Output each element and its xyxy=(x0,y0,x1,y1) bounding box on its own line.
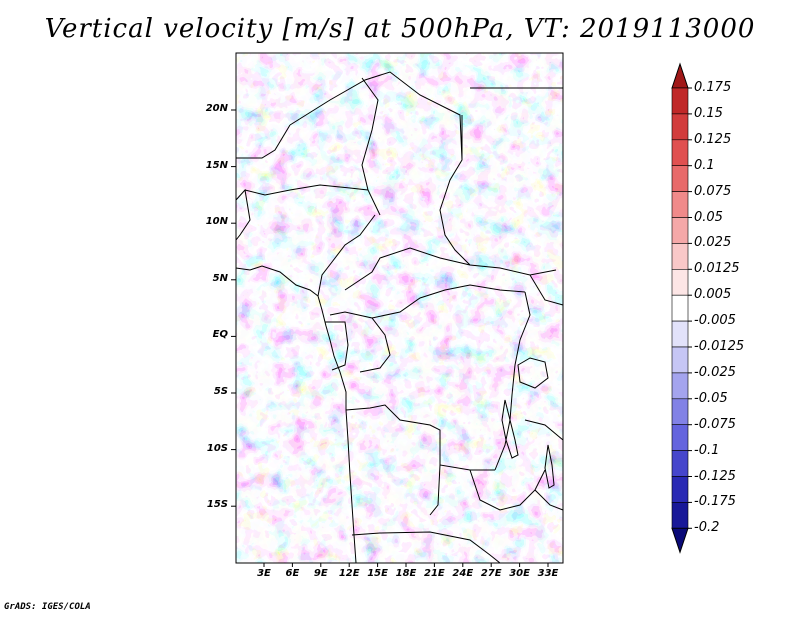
colorbar xyxy=(671,62,692,554)
colorbar-box xyxy=(671,320,689,348)
colorbar-label: -0.2 xyxy=(694,520,720,536)
lake-tanganyika xyxy=(501,399,519,459)
border-niger-chad xyxy=(361,77,381,216)
lon-label: 6E xyxy=(285,568,300,579)
colorbar-label: -0.025 xyxy=(694,364,736,380)
lat-label: 15S xyxy=(206,499,228,511)
colorbar-label: -0.175 xyxy=(694,494,736,510)
border-nigeria xyxy=(244,184,369,196)
border-cameroon-car xyxy=(344,247,471,291)
border-mozambique xyxy=(534,489,564,511)
colorbar-box xyxy=(671,372,689,400)
colorbar-box xyxy=(671,191,689,218)
border-mali-niger xyxy=(236,124,291,159)
lon-label: 15E xyxy=(367,568,388,579)
lon-label: 18E xyxy=(395,568,417,579)
colorbar-box xyxy=(671,450,689,477)
lon-label: 12E xyxy=(338,568,360,579)
longitude-ticks xyxy=(263,563,549,567)
colorbar-label: 0.125 xyxy=(694,131,732,147)
colorbar-box xyxy=(671,165,689,192)
colorbar-label: 0.0125 xyxy=(694,261,740,277)
colorbar-box xyxy=(671,398,689,425)
colorbar-label: -0.005 xyxy=(694,313,736,329)
colorbar-box xyxy=(671,476,689,503)
border-drc-angola xyxy=(345,404,495,471)
colorbar-top-arrow xyxy=(671,62,689,89)
border-congo xyxy=(329,311,391,373)
lon-label: 3E xyxy=(257,568,271,579)
colorbar-label: -0.125 xyxy=(694,468,736,484)
colorbar-label: 0.1 xyxy=(694,157,715,173)
lat-label: 10S xyxy=(206,442,228,454)
colorbar-box xyxy=(671,268,689,296)
colorbar-box xyxy=(671,113,689,141)
colorbar-box xyxy=(671,87,689,115)
border-tanzania xyxy=(524,419,564,441)
colorbar-label: 0.175 xyxy=(694,80,732,95)
colorbar-label: 0.05 xyxy=(694,209,723,225)
lat-label: 5S xyxy=(213,386,228,397)
border-namibia xyxy=(351,531,501,564)
lake-victoria xyxy=(517,357,549,389)
border-gabon xyxy=(325,321,349,371)
lat-label: 10N xyxy=(205,216,228,228)
lat-label: EQ xyxy=(212,329,228,341)
colorbar-label: 0.025 xyxy=(694,235,732,251)
colorbar-label: -0.0125 xyxy=(694,339,745,354)
border-west xyxy=(235,188,251,241)
colorbar-box xyxy=(671,217,689,244)
colorbar-box xyxy=(671,346,689,374)
border-car-drc xyxy=(371,284,526,319)
border-zambia xyxy=(469,469,546,511)
latitude-ticks xyxy=(231,109,236,507)
vertical-velocity-field xyxy=(236,53,563,563)
lon-label: 33E xyxy=(537,568,559,579)
colorbar-bottom-arrow xyxy=(671,527,689,554)
colorbar-label: -0.05 xyxy=(694,390,728,406)
lon-label: 24E xyxy=(452,568,474,579)
grads-credit: GrADS: IGES/COLA xyxy=(4,602,91,612)
border-nigeria-cameroon xyxy=(317,214,376,297)
country-borders xyxy=(235,71,564,564)
map-title: Vertical velocity [m/s] at 500hPa, VT: 2… xyxy=(44,14,756,44)
coastline xyxy=(235,265,357,564)
lon-label: 30E xyxy=(509,568,530,579)
border-sudan xyxy=(439,115,557,276)
colorbar-box xyxy=(671,424,689,451)
colorbar-label: -0.075 xyxy=(694,416,736,432)
map-frame xyxy=(235,52,564,564)
lat-label: 15N xyxy=(205,159,228,171)
border-east-africa xyxy=(529,274,564,306)
colorbar-box xyxy=(671,502,689,529)
colorbar-box xyxy=(671,139,689,167)
colorbar-label: -0.1 xyxy=(694,442,720,458)
lake-malawi xyxy=(544,444,555,489)
colorbar-box xyxy=(671,243,689,270)
border-angola-zambia xyxy=(429,464,441,516)
colorbar-label: 0.15 xyxy=(694,105,723,121)
colorbar-label: 0.005 xyxy=(694,287,732,303)
lon-label: 27E xyxy=(480,568,502,579)
colorbar-label: 0.075 xyxy=(694,183,732,199)
colorbar-box xyxy=(671,294,689,322)
lon-label: 9E xyxy=(313,568,328,579)
lon-label: 21E xyxy=(424,568,445,579)
border-libya-chad xyxy=(289,71,463,161)
lat-label: 5N xyxy=(212,272,228,284)
lat-label: 20N xyxy=(205,103,228,114)
